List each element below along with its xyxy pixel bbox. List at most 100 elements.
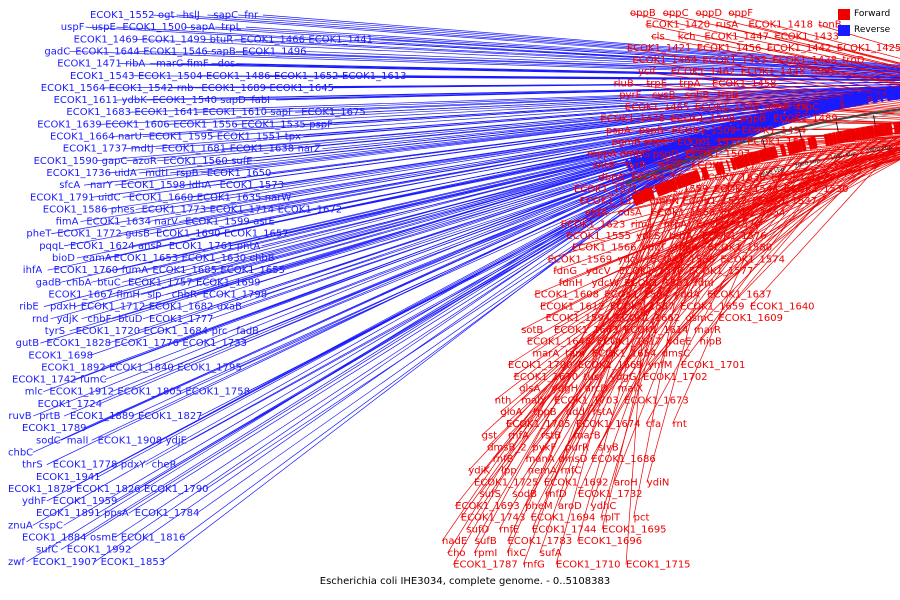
gene-label: prtB (39, 411, 60, 422)
label-connector (60, 113, 755, 550)
gene-label: ECOK1_1478 (600, 114, 665, 125)
gene-label: chbR (172, 289, 197, 300)
label-connector (151, 14, 900, 69)
gene-label: narY (90, 180, 114, 191)
gene-label: ECOK1_1583 (624, 278, 689, 289)
gene-glyph (726, 123, 733, 137)
label-connector (684, 94, 900, 113)
gene-label: ECOK1_1757 (128, 277, 193, 288)
gene-label: ydhC (591, 501, 617, 512)
gene-label: tam (565, 348, 585, 359)
gene-label: ECOK1_1580 (708, 243, 773, 254)
label-connector (532, 152, 807, 413)
gene-label: ECOK1_1617 (597, 337, 662, 348)
scale-tick-mark (835, 121, 839, 132)
gene-glyph (871, 90, 879, 104)
gene-label: ECOK1_1686 (591, 454, 656, 465)
label-connector (601, 188, 686, 530)
label-connector (666, 139, 875, 342)
gene-glyph (672, 177, 679, 190)
gene-label: astE (253, 217, 275, 228)
gene-label: dmsD (558, 454, 587, 465)
legend-reverse-swatch (838, 24, 850, 36)
label-connector (200, 92, 900, 174)
label-connector (555, 200, 656, 565)
gene-label: ECOK1_1891 (36, 508, 101, 519)
gene-label: ECOK1_1596 (619, 266, 684, 277)
gene-label: sufC (36, 545, 58, 556)
gene-label: ECOK1_1695 (602, 524, 667, 535)
gene-glyph (869, 125, 875, 138)
gene-label: sapC (213, 10, 238, 21)
gene-label: ydjK (57, 314, 79, 325)
label-connector (772, 59, 900, 85)
gene-label: btuD (118, 314, 143, 325)
label-connector (207, 14, 900, 68)
gene-label: ydcS (636, 231, 660, 242)
gene-label: gloA (500, 407, 522, 418)
label-connector (126, 90, 900, 162)
gene-label: ECOK1_1703 (554, 395, 619, 406)
gene-label: ECOK1_1465 (625, 102, 690, 113)
gene-label: ECOK1_1572 (580, 196, 645, 207)
label-connector (26, 115, 750, 563)
gene-glyph (697, 132, 705, 146)
gene-label: ECOK1_1559 (644, 184, 709, 195)
gene-label: ECOK1_1657 (224, 229, 289, 240)
gene-label: ECOK1_1530 (784, 184, 849, 195)
label-connector (468, 166, 752, 471)
gene-label: ECOK1_1639 (37, 119, 102, 130)
label-connector (539, 196, 664, 554)
gene-label: tehB (675, 243, 698, 254)
gene-label: yddA (674, 290, 700, 301)
gene-label: ECOK1_1660 (129, 192, 194, 203)
gene-label: ribE (19, 302, 39, 313)
gene-label: cheR (152, 460, 177, 471)
gene-label: pspE (658, 161, 682, 172)
legend-forward-label: Forward (854, 9, 891, 19)
gene-label: aroH (614, 477, 638, 488)
gene-glyph (676, 139, 683, 153)
gene-label: marA (532, 348, 559, 359)
label-connector (613, 172, 735, 483)
gene-glyph (732, 122, 738, 135)
label-connector (210, 89, 900, 137)
gene-label: manA (526, 454, 555, 465)
gene-glyph (779, 108, 786, 122)
gene-label: uxaB (217, 302, 242, 313)
gene-label: ECOK1_1733 (182, 338, 247, 349)
gene-glyph (673, 141, 679, 154)
label-connector (473, 170, 740, 483)
label-connector (702, 59, 900, 92)
label-connector (235, 51, 900, 76)
gene-label: ECOK1_1667 (48, 289, 113, 300)
label-connector (766, 47, 900, 77)
gene-glyph (703, 166, 710, 179)
label-connector (518, 146, 833, 389)
label-connector (63, 111, 766, 526)
gene-label: ydcV (586, 266, 611, 277)
gene-label: ECOK1_1586 (43, 204, 108, 215)
gene-label: ECOK1_1536 (701, 172, 766, 183)
gene-glyph (798, 139, 803, 153)
gene-label: sufB (475, 536, 497, 547)
gene-label: ydhF (22, 496, 47, 507)
gene-label: sufS (480, 489, 501, 500)
label-connector (617, 148, 825, 389)
label-connector (699, 139, 872, 342)
gene-label: btuR (210, 34, 234, 45)
gene-label: ECOK1_1761 (169, 241, 234, 252)
gene-label: ECOK1_1560 (163, 156, 228, 167)
label-connector (693, 137, 884, 331)
gene-label: ydbK (122, 95, 148, 106)
gene-label: ECOK1_1553 (682, 196, 747, 207)
gene-label: eamA (83, 253, 112, 264)
gene-label: ECOK1_1662 (616, 313, 681, 324)
gene-label: ECOK1_1566 (572, 243, 637, 254)
gene-glyph (647, 186, 656, 200)
gene-glyph (715, 126, 722, 140)
gene-label: gusB (125, 229, 150, 240)
label-connector (295, 86, 900, 113)
label-connector (498, 186, 692, 530)
gene-label: ECOK1_1599 (185, 217, 250, 228)
